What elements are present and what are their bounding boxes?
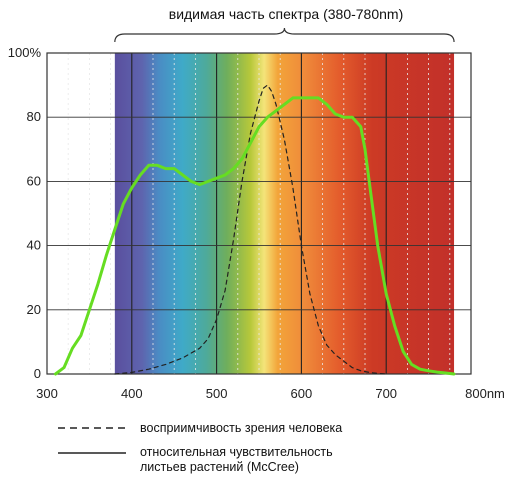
x-tick-label: 500 — [206, 386, 228, 401]
x-tick-label: 300 — [36, 386, 58, 401]
legend-label-plant-line2: листьев растений (McCree) — [140, 460, 299, 474]
legend-label-eye: восприимчивость зрения человека — [140, 421, 342, 435]
x-tick-label: 600 — [291, 386, 313, 401]
visible-spectrum-band — [114, 53, 455, 374]
gridlines — [47, 53, 471, 374]
y-tick-label: 20 — [27, 302, 41, 317]
legend-label-plant-line1: относительная чувствительность — [140, 445, 333, 459]
x-axis-ticks: 300 400 500 600 700 800nm — [36, 386, 505, 401]
legend: восприимчивость зрения человека относите… — [58, 421, 342, 474]
x-tick-label: 800nm — [465, 386, 505, 401]
visible-range-brace — [114, 27, 455, 43]
y-tick-label: 0 — [34, 366, 41, 381]
series-line-eye — [114, 84, 387, 375]
x-tick-label: 400 — [121, 386, 143, 401]
x-tick-label: 700 — [375, 386, 397, 401]
y-tick-label: 40 — [27, 238, 41, 253]
series-layer — [54, 84, 456, 376]
y-axis-ticks: 0 20 40 60 80 100% — [8, 45, 42, 381]
legend-label-plant: относительная чувствительность листьев р… — [140, 445, 336, 474]
plot-frame — [46, 52, 472, 375]
y-tick-label: 60 — [27, 173, 41, 188]
chart-title: видимая часть спектра (380-780nm) — [169, 6, 403, 22]
y-tick-label: 80 — [27, 109, 41, 124]
series-line-plant — [54, 96, 456, 376]
y-tick-label: 100% — [8, 45, 42, 60]
